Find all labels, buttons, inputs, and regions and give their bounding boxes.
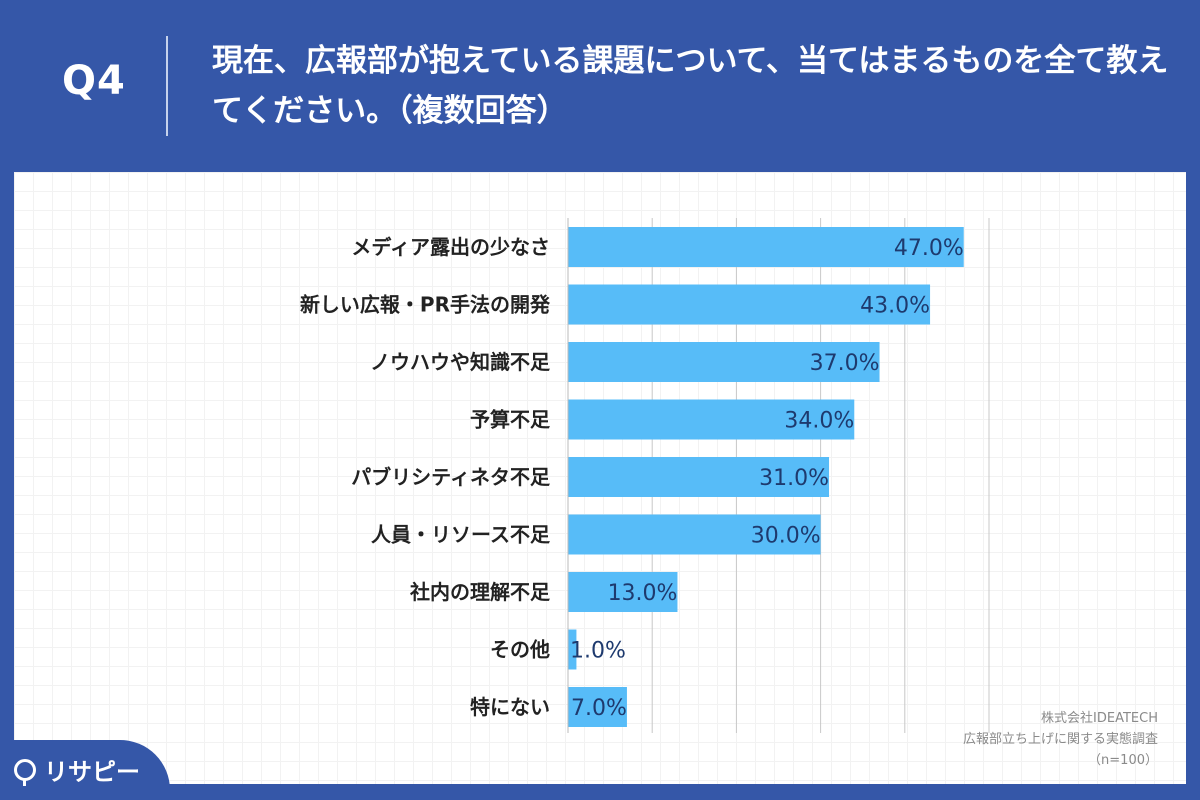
bar: [568, 514, 821, 555]
bar: [568, 342, 880, 382]
value-label: 34.0%: [784, 409, 854, 434]
category-label: ノウハウや知識不足: [370, 350, 551, 374]
brand-name: リサピー: [44, 758, 140, 786]
category-label: 予算不足: [470, 408, 551, 432]
bar: [568, 687, 627, 727]
source-survey: 広報部立ち上げに関する実態調査: [962, 732, 1158, 747]
value-label: 43.0%: [860, 294, 930, 319]
value-label: 7.0%: [571, 696, 627, 721]
bar: [568, 399, 855, 440]
category-label: 人員・リソース不足: [371, 523, 551, 547]
header-divider: [166, 36, 168, 136]
question-number: Q4: [62, 58, 126, 104]
bar: [568, 284, 931, 325]
category-label: パブリシティネタ不足: [351, 465, 551, 489]
category-label: 特にない: [470, 695, 550, 719]
value-label: 47.0%: [894, 236, 964, 261]
category-label: メディア露出の少なさ: [351, 235, 550, 259]
category-label: その他: [490, 638, 550, 662]
category-label: 新しい広報・PR手法の開発: [300, 293, 551, 317]
bar: [568, 629, 577, 670]
bar: [568, 457, 830, 497]
source-company: 株式会社IDEATECH: [1041, 711, 1158, 726]
value-label: 31.0%: [759, 466, 829, 491]
value-label: 30.0%: [751, 524, 821, 549]
category-label: 社内の理解不足: [409, 580, 551, 604]
source-note: 株式会社IDEATECH 広報部立ち上げに関する実態調査 （n=100）: [963, 708, 1158, 771]
question-text: 現在、広報部が抱えている課題について、当てはまるものを全て教えてください。（複数…: [212, 43, 1169, 129]
bar: [568, 227, 964, 267]
bar: [568, 572, 678, 612]
value-label: 37.0%: [810, 351, 880, 376]
value-label: 13.0%: [608, 581, 678, 606]
brand-logo: リサピー: [14, 752, 140, 787]
source-sample-size: （n=100）: [1088, 753, 1158, 768]
value-label: 1.0%: [570, 639, 626, 664]
pin-icon: [14, 758, 36, 786]
